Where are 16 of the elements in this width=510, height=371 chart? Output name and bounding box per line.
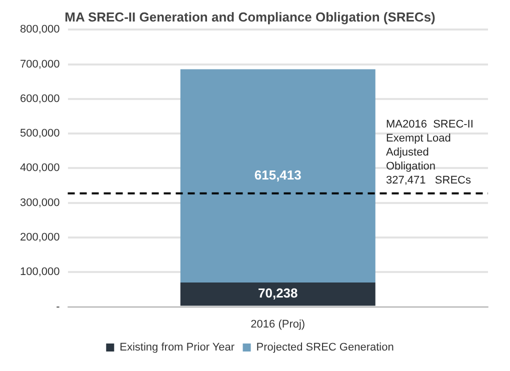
y-tick-label: 500,000 [20,128,60,140]
y-tick-label: 400,000 [20,162,60,174]
x-tick-label: 2016 (Proj) [250,318,306,330]
y-tick-label: 200,000 [20,232,60,244]
legend-label: Projected SREC Generation [256,342,394,354]
y-tick-label: 700,000 [20,58,60,70]
ref-line-label: MA2016 SREC-II Exempt Load Adjusted Obligation 327,471 SRECs [386,118,474,186]
chart-title: MA SREC-II Generation and Compliance Obligation (SRECs) [64,9,436,24]
y-tick-label: - [56,300,60,313]
y-tick-label: 600,000 [20,92,60,105]
data-label: 70,238 [258,286,298,301]
data-label: 615,413 [254,167,302,182]
legend-label: Existing from Prior Year [120,342,235,354]
y-tick-label: 800,000 [20,24,60,36]
y-tick-label: 100,000 [20,266,60,278]
y-tick-label: 300,000 [20,196,60,209]
